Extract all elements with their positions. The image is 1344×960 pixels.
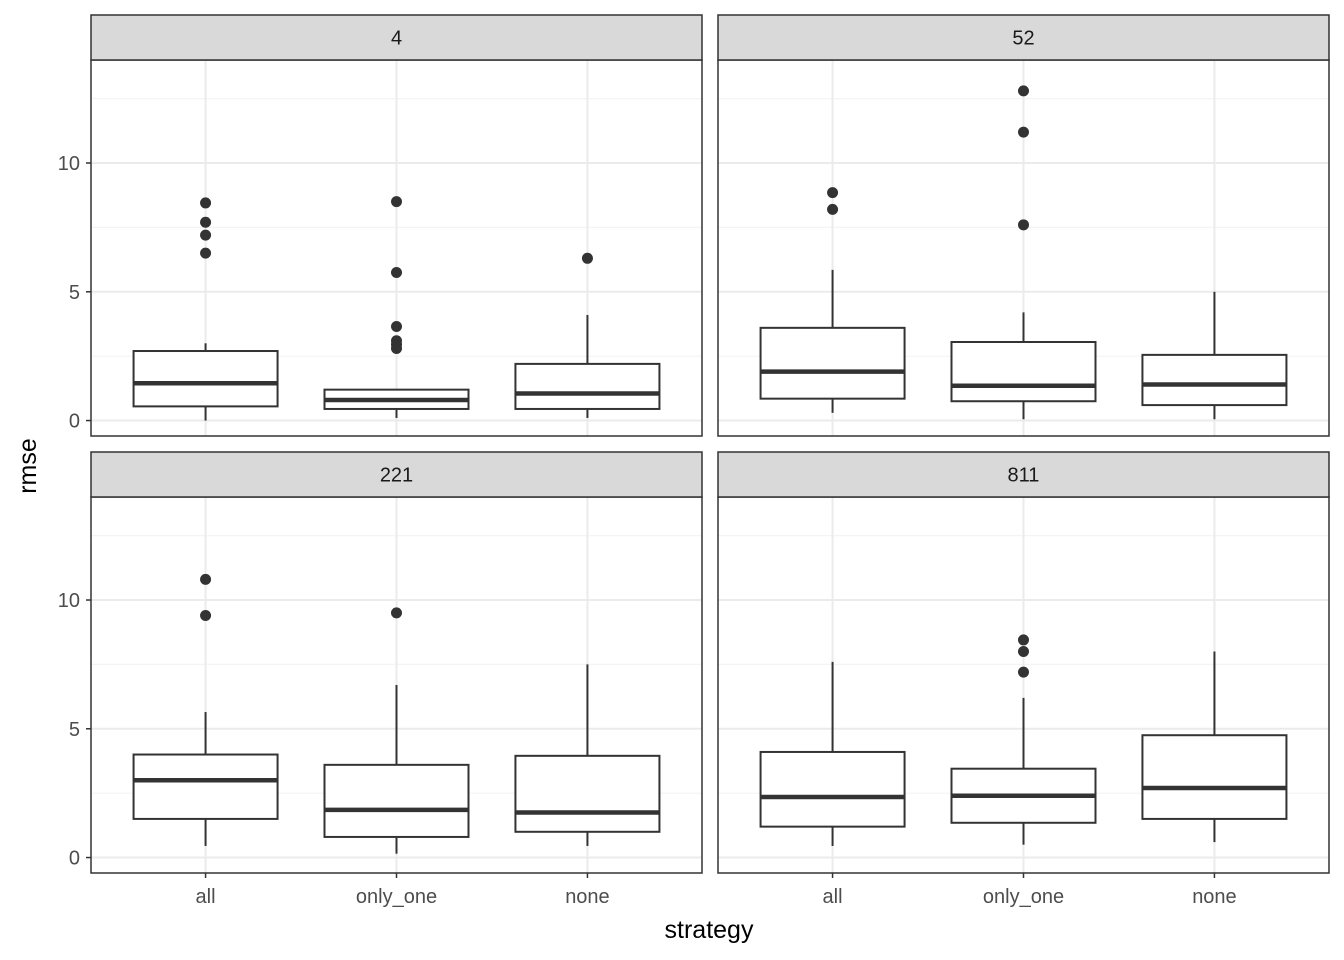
box-all (759, 661, 906, 846)
outlier-point (200, 573, 212, 585)
box-only_one (950, 634, 1097, 845)
box-only_one (323, 607, 470, 854)
x-tick-label: all (196, 886, 216, 908)
outlier-point (200, 609, 212, 621)
outlier-point (827, 187, 839, 199)
box-none (1141, 291, 1288, 420)
outlier-point (391, 607, 402, 619)
y-axis-title: rmse (14, 438, 42, 494)
box-iqr (514, 362, 661, 410)
y-tick-label: 0 (69, 411, 80, 433)
box-iqr (323, 763, 470, 838)
box-none (514, 664, 661, 846)
outlier-point (391, 342, 402, 354)
x-tick-label: only_one (356, 886, 437, 908)
x-tick-label: all (823, 886, 843, 908)
box-iqr (514, 754, 661, 833)
strip-background (90, 451, 703, 498)
outlier-point (1018, 219, 1029, 231)
outlier-point (581, 252, 593, 264)
box-only_one (323, 196, 470, 418)
y-tick-label: 10 (58, 153, 80, 175)
outlier-point (200, 229, 212, 241)
box-iqr (759, 750, 906, 828)
strip-label: 811 (1008, 465, 1040, 487)
box-iqr (950, 341, 1097, 403)
y-tick-label: 0 (69, 848, 80, 870)
box-all (132, 573, 279, 846)
box-iqr (1141, 734, 1288, 820)
panel-221: 221 0 5 10 all only_one none (58, 451, 703, 908)
strip-label: 4 (391, 28, 402, 50)
box-none (514, 252, 661, 418)
strip-background (90, 14, 703, 61)
outlier-point (391, 196, 402, 208)
box-iqr (1141, 353, 1288, 407)
outlier-point (827, 203, 839, 215)
strip-label: 221 (380, 465, 413, 487)
outlier-point (1018, 666, 1029, 678)
outlier-point (391, 266, 402, 278)
x-tick-label: none (565, 886, 610, 908)
y-tick-label: 5 (69, 719, 80, 741)
box-iqr (132, 753, 279, 820)
strip-background (717, 451, 1330, 498)
panel-52: 52 (717, 14, 1330, 437)
panel-4: 4 0 5 10 (58, 14, 703, 437)
box-all (132, 197, 279, 421)
y-tick-label: 10 (58, 590, 80, 612)
x-axis-title: strategy (665, 916, 754, 944)
box-iqr (132, 350, 279, 408)
outlier-point (200, 216, 212, 228)
x-tick-label: none (1192, 886, 1237, 908)
x-tick-label: only_one (983, 886, 1064, 908)
outlier-point (1018, 85, 1029, 97)
outlier-point (200, 197, 212, 209)
y-tick-label: 5 (69, 282, 80, 304)
outlier-point (1018, 126, 1029, 138)
strip-background (717, 14, 1330, 61)
strip-label: 52 (1012, 28, 1034, 50)
box-only_one (950, 85, 1097, 420)
box-all (759, 187, 906, 413)
box-none (1141, 651, 1288, 843)
outlier-point (1018, 634, 1029, 646)
outlier-point (391, 321, 402, 333)
box-iqr (759, 326, 906, 400)
outlier-point (1018, 646, 1029, 658)
outlier-point (200, 247, 212, 259)
panel-811: 811 all only_one none (717, 451, 1330, 908)
